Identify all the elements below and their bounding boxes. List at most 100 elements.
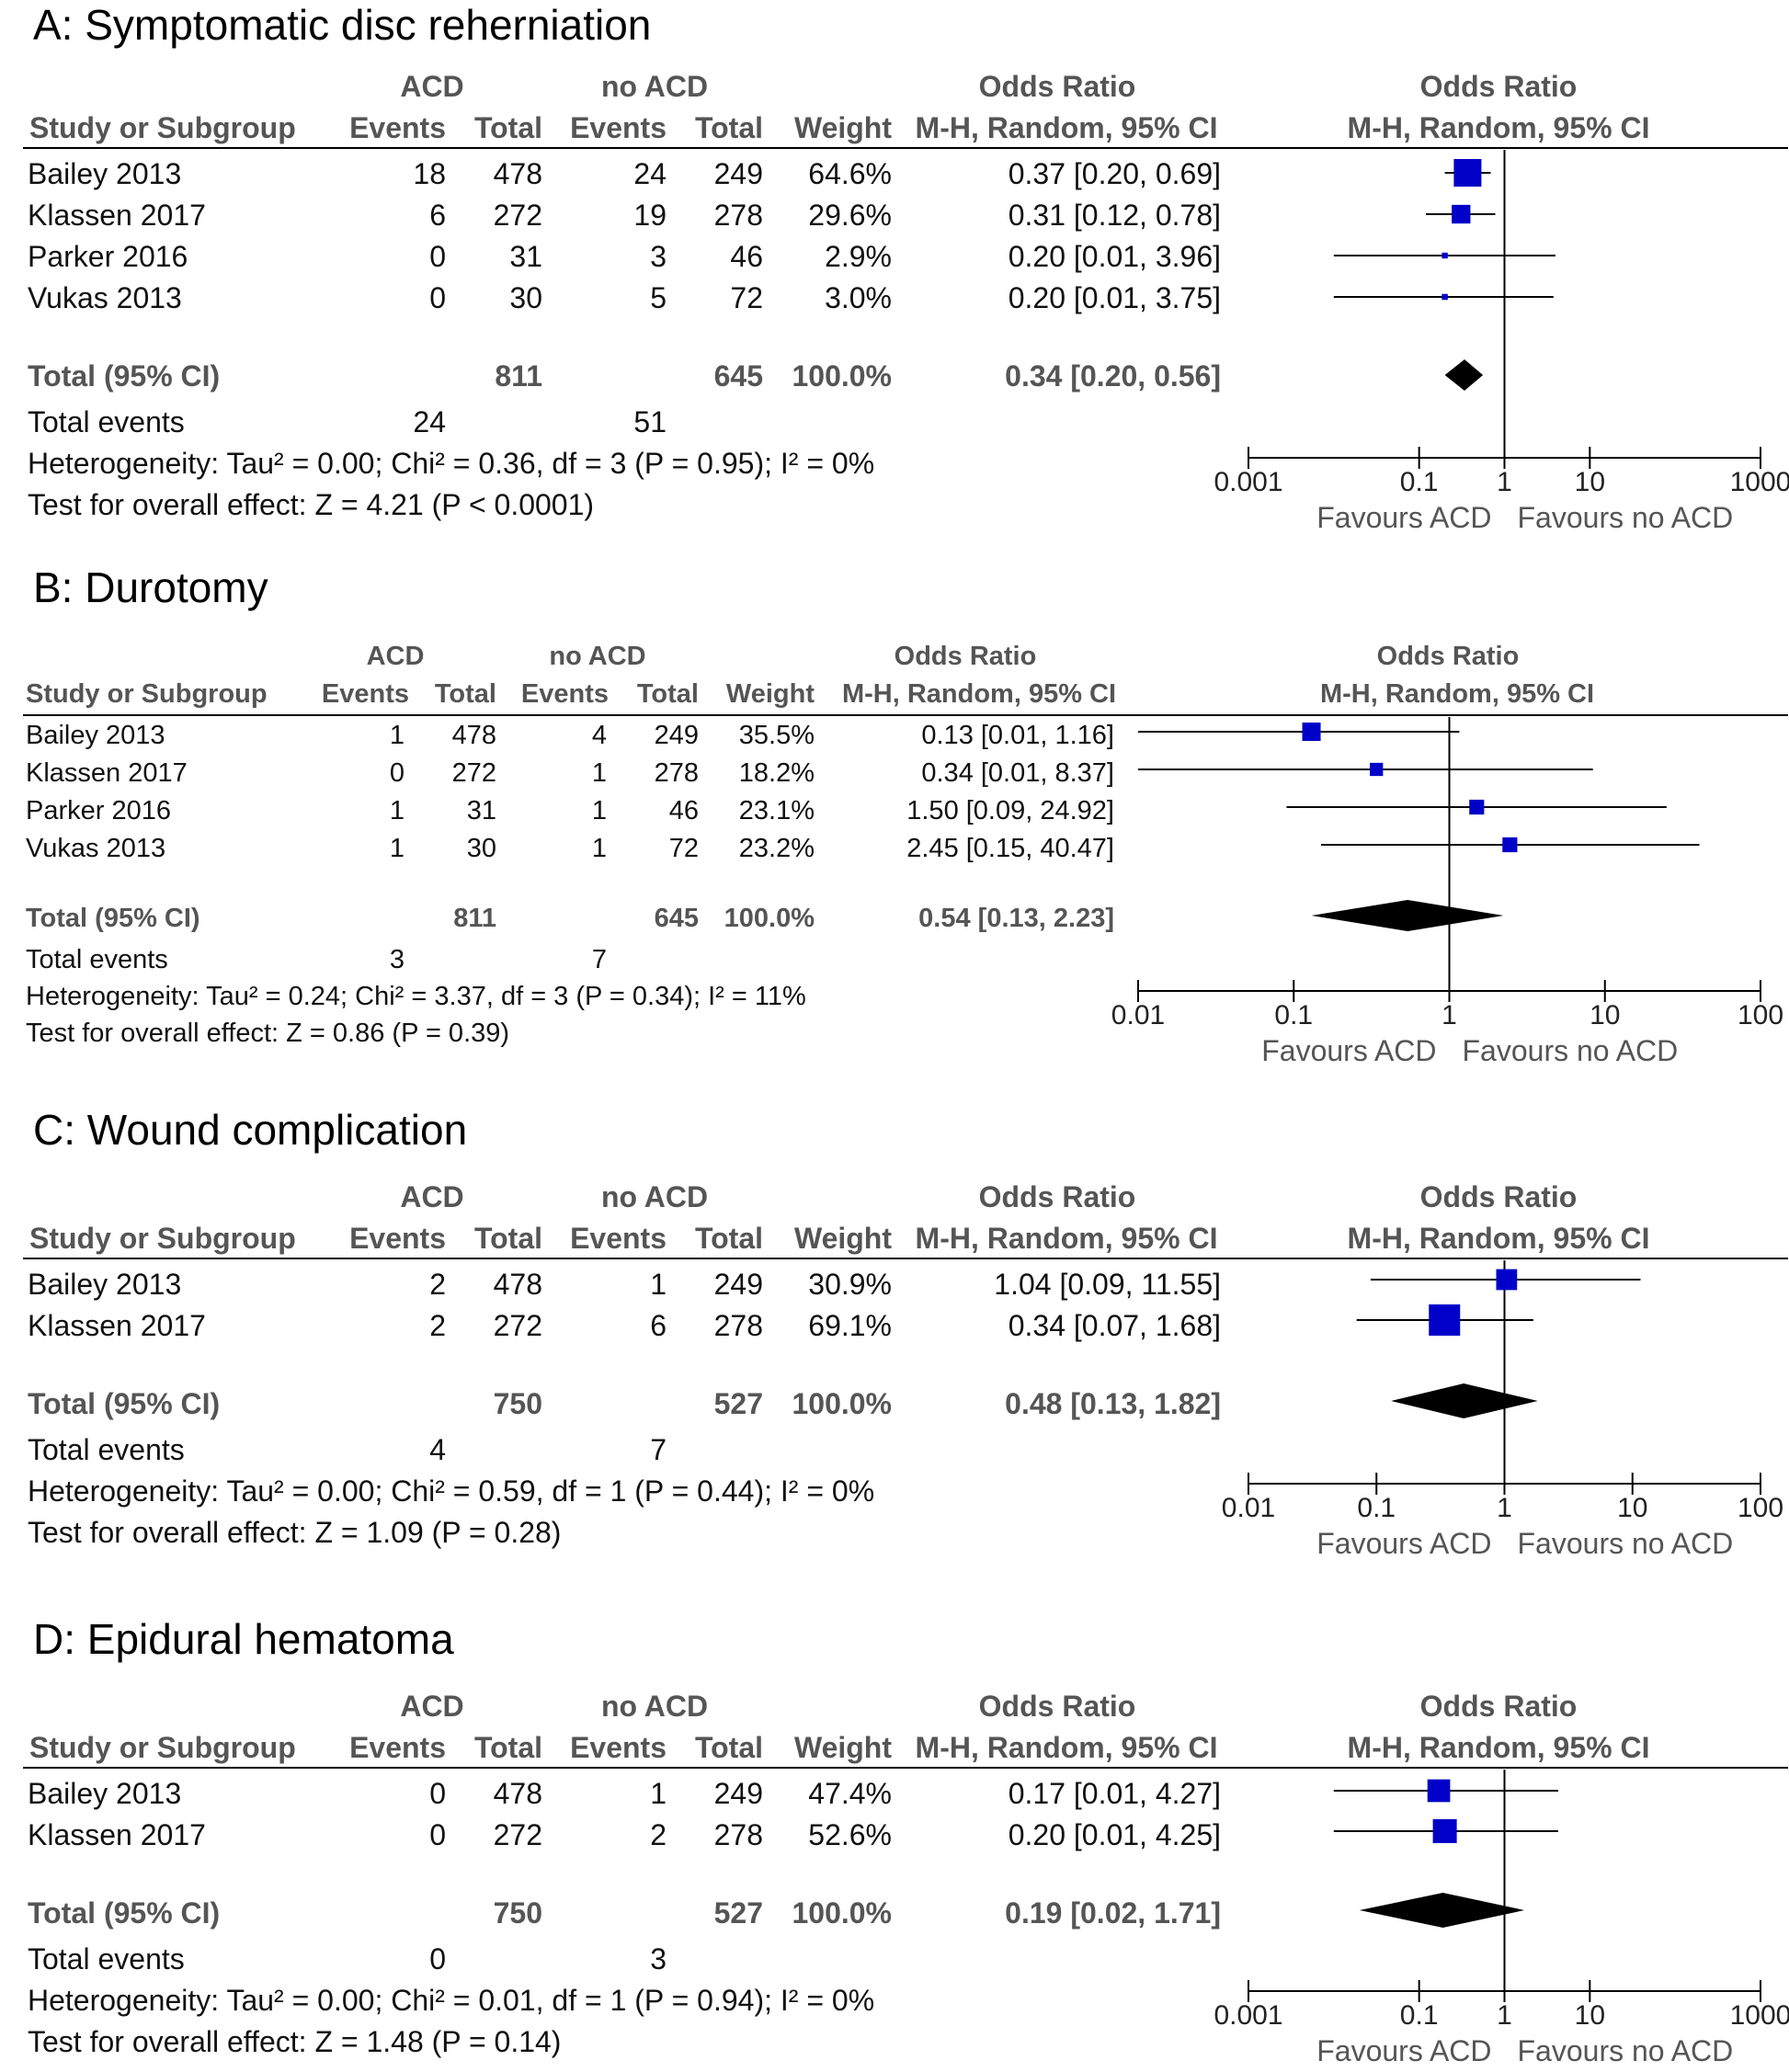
acd-total-events: 3: [389, 945, 405, 974]
study-name: Klassen 2017: [28, 1309, 206, 1342]
acd-total: 272: [451, 758, 496, 788]
favours-acd-label: Favours ACD: [1316, 1527, 1491, 1560]
acd-events-header: Events: [321, 679, 409, 709]
no-acd-total-events: 51: [633, 405, 667, 438]
odds-ratio-ci: 1.04 [0.09, 11.55]: [994, 1268, 1221, 1301]
study-header: Study or Subgroup: [29, 1731, 296, 1764]
study-name: Parker 2016: [28, 240, 188, 273]
no-acd-total-header: Total: [694, 1731, 763, 1764]
panel-title: B: Durotomy: [33, 564, 268, 611]
study-header: Study or Subgroup: [29, 1222, 296, 1255]
acd-total-header: Total: [473, 1731, 542, 1764]
tick-label: 0.1: [1357, 1493, 1396, 1523]
odds-ratio-plot-header: Odds Ratio: [1419, 1690, 1578, 1723]
total-events-label: Total events: [28, 405, 185, 438]
acd-total-sum: 811: [495, 359, 542, 393]
odds-ratio-ci: 0.34 [0.07, 1.68]: [1008, 1309, 1221, 1342]
study-marker: [1496, 1269, 1518, 1291]
method-plot-header: M-H, Random, 95% CI: [1319, 679, 1595, 709]
method-plot-header: M-H, Random, 95% CI: [1347, 1222, 1650, 1255]
study-marker: [1502, 837, 1518, 853]
acd-events: 1: [389, 721, 405, 750]
weight: 29.6%: [808, 199, 892, 232]
acd-total-header: Total: [434, 679, 496, 709]
odds-ratio-ci: 0.37 [0.20, 0.69]: [1008, 157, 1221, 190]
method-header: M-H, Random, 95% CI: [915, 1222, 1218, 1255]
odds-ratio-ci: 0.20 [0.01, 3.75]: [1008, 281, 1221, 314]
acd-total: 478: [493, 157, 542, 190]
no-acd-events: 1: [650, 1268, 667, 1301]
no-acd-events-header: Events: [570, 1222, 667, 1255]
odds-ratio-ci: 0.31 [0.12, 0.78]: [1008, 199, 1221, 232]
acd-header: ACD: [400, 1180, 464, 1213]
method-header: M-H, Random, 95% CI: [915, 1731, 1218, 1764]
weight: 69.1%: [808, 1309, 892, 1342]
tick-label: 1: [1497, 2000, 1512, 2031]
no-acd-events: 1: [591, 796, 607, 825]
weight: 18.2%: [738, 758, 815, 788]
no-acd-total: 72: [730, 281, 763, 314]
no-acd-total: 278: [654, 758, 699, 788]
no-acd-total-sum: 645: [654, 904, 699, 933]
weight-header: Weight: [793, 1222, 892, 1255]
weight-header: Weight: [793, 111, 892, 144]
odds-ratio-header: Odds Ratio: [978, 70, 1136, 103]
favours-acd-label: Favours ACD: [1261, 1034, 1436, 1067]
acd-total: 272: [493, 1818, 542, 1851]
pooled-diamond: [1359, 1893, 1525, 1928]
weight: 64.6%: [808, 157, 892, 190]
no-acd-events: 1: [650, 1777, 667, 1810]
odds-ratio-ci: 0.34 [0.01, 8.37]: [921, 758, 1114, 788]
odds-ratio-ci: 2.45 [0.15, 40.47]: [906, 834, 1114, 863]
no-acd-total-events: 3: [650, 1942, 667, 1975]
favours-acd-label: Favours ACD: [1316, 501, 1491, 534]
study-name: Vukas 2013: [26, 834, 166, 863]
overall-effect: Test for overall effect: Z = 4.21 (P < 0…: [28, 488, 595, 521]
study-marker: [1370, 762, 1384, 777]
tick-label: 1000: [1730, 2000, 1789, 2031]
study-name: Bailey 2013: [28, 1268, 182, 1301]
no-acd-total-header: Total: [694, 1222, 763, 1255]
no-acd-total: 249: [713, 1777, 763, 1810]
no-acd-total-header: Total: [694, 111, 763, 144]
no-acd-total: 72: [668, 834, 699, 863]
no-acd-events: 2: [650, 1818, 667, 1851]
header-rule: [23, 147, 1788, 149]
forest-panel-b: B: Durotomy ACD no ACD Odds Ratio Odds R…: [0, 563, 1789, 1077]
total-events-label: Total events: [28, 1433, 185, 1466]
no-acd-total: 278: [713, 1818, 763, 1851]
study-name: Parker 2016: [26, 796, 171, 825]
acd-total: 478: [493, 1777, 542, 1810]
no-acd-total-header: Total: [636, 679, 699, 709]
tick-label: 100: [1738, 1000, 1783, 1030]
acd-total: 31: [509, 240, 542, 273]
panel-title: A: Symptomatic disc reherniation: [33, 1, 652, 49]
favours-no-acd-label: Favours no ACD: [1463, 1034, 1679, 1067]
acd-header: ACD: [400, 1690, 464, 1723]
tick-label: 0.01: [1222, 1493, 1275, 1523]
pooled-diamond: [1391, 1383, 1538, 1418]
no-acd-total-sum: 527: [713, 1896, 763, 1930]
study-name: Bailey 2013: [28, 157, 182, 190]
odds-ratio-header: Odds Ratio: [978, 1690, 1136, 1723]
total-label: Total (95% CI): [28, 359, 221, 393]
study-name: Vukas 2013: [28, 281, 182, 314]
odds-ratio-header: Odds Ratio: [978, 1180, 1136, 1213]
acd-events: 1: [389, 834, 405, 863]
pooled-ci: 0.48 [0.13, 1.82]: [1005, 1387, 1221, 1420]
tick-label: 1: [1497, 1493, 1512, 1523]
acd-total-header: Total: [473, 111, 542, 144]
acd-events: 6: [429, 199, 446, 232]
acd-total-events: 24: [413, 405, 446, 438]
study-header: Study or Subgroup: [26, 679, 268, 709]
method-header: M-H, Random, 95% CI: [841, 679, 1117, 709]
panel-title: D: Epidural hematoma: [33, 1615, 454, 1663]
no-acd-total-sum: 527: [713, 1387, 763, 1420]
method-plot-header: M-H, Random, 95% CI: [1347, 1731, 1650, 1764]
weight-header: Weight: [793, 1731, 892, 1764]
method-plot-header: M-H, Random, 95% CI: [1347, 111, 1650, 144]
total-weight: 100.0%: [792, 1387, 892, 1420]
no-acd-events: 1: [591, 834, 607, 863]
no-acd-total: 249: [713, 157, 763, 190]
odds-ratio-ci: 0.13 [0.01, 1.16]: [921, 721, 1114, 750]
